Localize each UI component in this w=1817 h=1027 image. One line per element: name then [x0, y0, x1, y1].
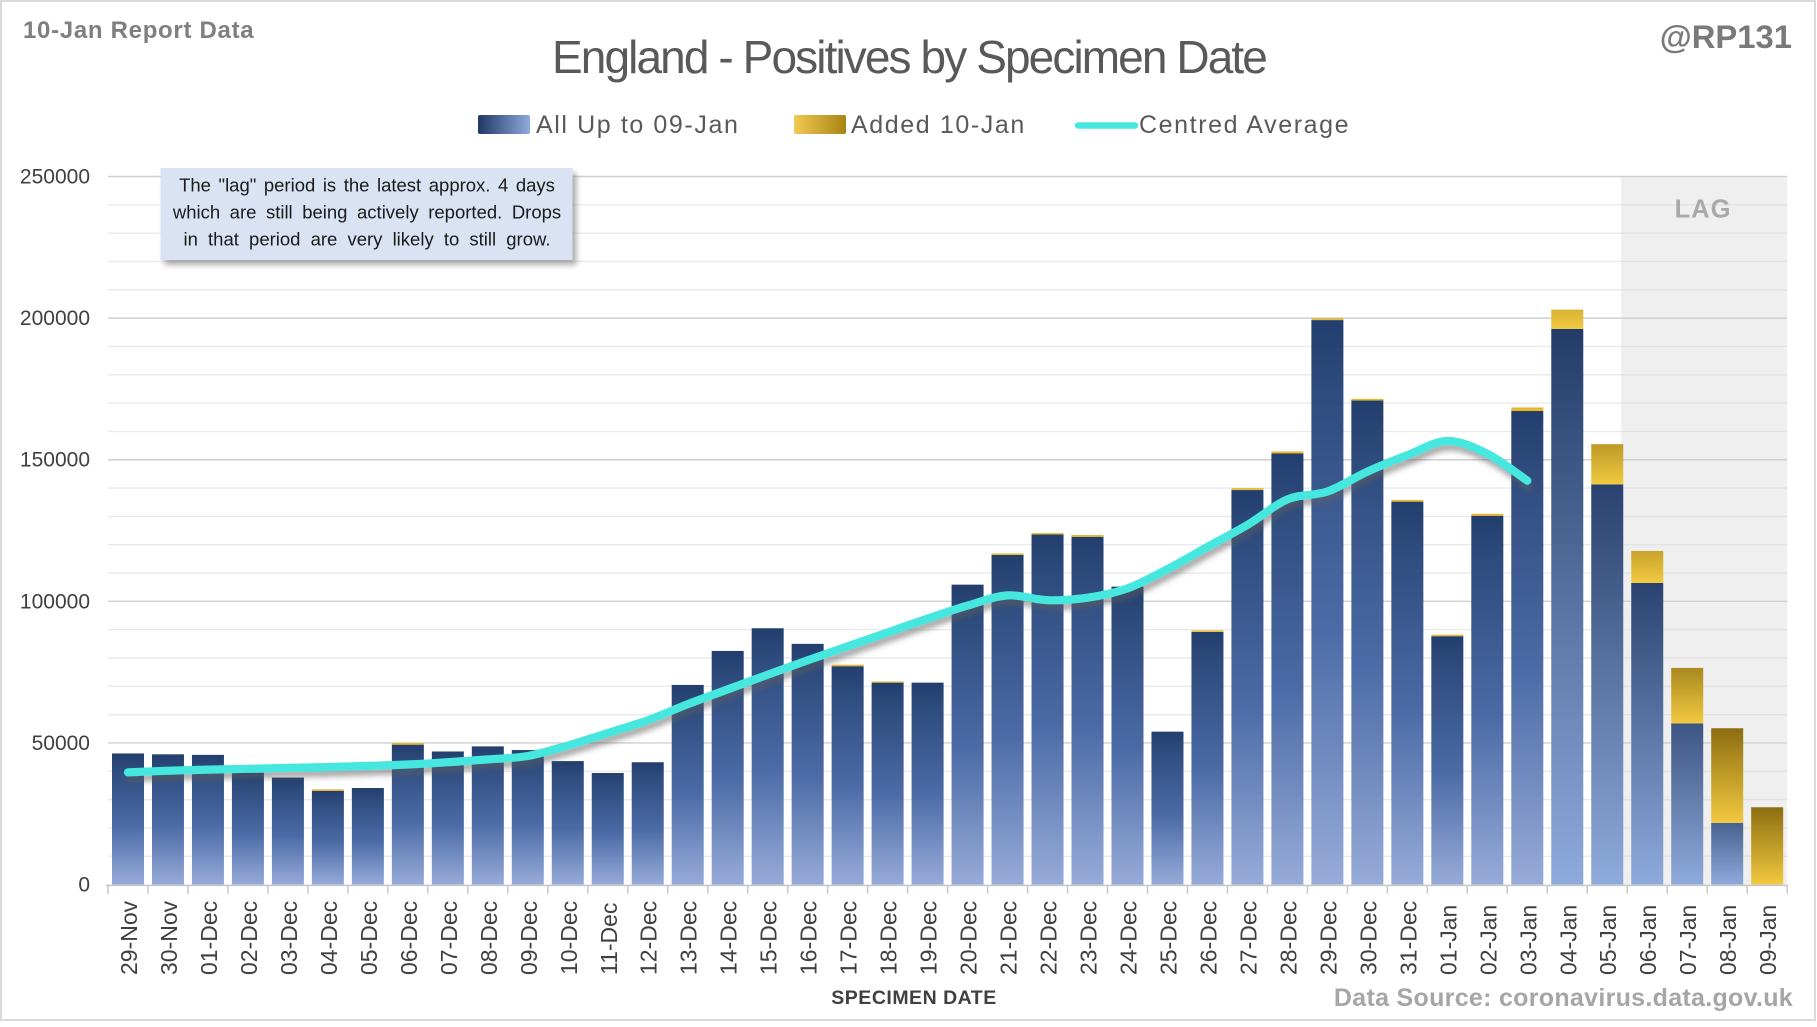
svg-text:09-Dec: 09-Dec: [516, 901, 542, 975]
svg-text:31-Dec: 31-Dec: [1395, 901, 1421, 975]
svg-text:All Up to 09-Jan: All Up to 09-Jan: [536, 111, 739, 139]
svg-text:27-Dec: 27-Dec: [1235, 901, 1261, 975]
svg-text:11-Dec: 11-Dec: [596, 903, 622, 975]
svg-text:05-Dec: 05-Dec: [356, 901, 382, 975]
svg-text:The "lag" period is the latest: The "lag" period is the latest approx. 4…: [179, 175, 555, 196]
svg-text:25-Dec: 25-Dec: [1156, 901, 1182, 975]
svg-text:LAG: LAG: [1675, 196, 1732, 224]
svg-text:17-Dec: 17-Dec: [836, 901, 862, 975]
svg-text:02-Dec: 02-Dec: [236, 901, 262, 975]
svg-text:15-Dec: 15-Dec: [756, 901, 782, 975]
svg-text:06-Dec: 06-Dec: [396, 901, 422, 975]
svg-text:24-Dec: 24-Dec: [1116, 901, 1142, 975]
svg-text:16-Dec: 16-Dec: [796, 901, 822, 975]
svg-text:in that period are very likely: in that period are very likely to still …: [184, 229, 551, 250]
svg-text:08-Jan: 08-Jan: [1715, 905, 1741, 975]
svg-text:@RP131: @RP131: [1660, 18, 1792, 55]
svg-text:250000: 250000: [20, 166, 90, 189]
svg-text:04-Jan: 04-Jan: [1555, 905, 1581, 975]
svg-text:21-Dec: 21-Dec: [996, 901, 1022, 975]
svg-text:0: 0: [78, 874, 90, 897]
svg-text:50000: 50000: [32, 732, 90, 755]
svg-text:28-Dec: 28-Dec: [1275, 901, 1301, 975]
svg-text:100000: 100000: [20, 590, 90, 613]
svg-text:29-Dec: 29-Dec: [1315, 901, 1341, 975]
svg-text:18-Dec: 18-Dec: [876, 901, 902, 975]
svg-text:England - Positives by Specime: England - Positives by Specimen Date: [552, 31, 1266, 83]
svg-text:22-Dec: 22-Dec: [1036, 901, 1062, 975]
svg-text:Added 10-Jan: Added 10-Jan: [851, 111, 1026, 139]
svg-text:09-Jan: 09-Jan: [1755, 905, 1781, 975]
svg-text:02-Jan: 02-Jan: [1475, 905, 1501, 975]
svg-text:200000: 200000: [20, 307, 90, 330]
svg-text:07-Dec: 07-Dec: [436, 901, 462, 975]
svg-text:04-Dec: 04-Dec: [316, 901, 342, 975]
svg-text:08-Dec: 08-Dec: [476, 901, 502, 975]
svg-text:30-Dec: 30-Dec: [1355, 901, 1381, 975]
svg-text:07-Jan: 07-Jan: [1675, 905, 1701, 975]
svg-text:19-Dec: 19-Dec: [916, 901, 942, 975]
svg-text:26-Dec: 26-Dec: [1195, 901, 1221, 975]
svg-text:SPECIMEN DATE: SPECIMEN DATE: [831, 987, 996, 1009]
svg-text:13-Dec: 13-Dec: [676, 901, 702, 975]
svg-text:20-Dec: 20-Dec: [956, 901, 982, 975]
svg-text:10-Dec: 10-Dec: [556, 901, 582, 975]
svg-text:14-Dec: 14-Dec: [716, 901, 742, 975]
svg-text:12-Dec: 12-Dec: [636, 901, 662, 975]
svg-text:23-Dec: 23-Dec: [1076, 901, 1102, 975]
svg-text:29-Nov: 29-Nov: [116, 900, 142, 975]
svg-text:03-Jan: 03-Jan: [1515, 905, 1541, 975]
svg-text:10-Jan Report Data: 10-Jan Report Data: [23, 17, 254, 44]
svg-text:05-Jan: 05-Jan: [1595, 905, 1621, 975]
svg-text:01-Jan: 01-Jan: [1435, 905, 1461, 975]
svg-text:01-Dec: 01-Dec: [196, 901, 222, 975]
svg-text:03-Dec: 03-Dec: [276, 901, 302, 975]
svg-text:30-Nov: 30-Nov: [156, 900, 182, 975]
svg-text:150000: 150000: [20, 449, 90, 472]
svg-text:Centred Average: Centred Average: [1139, 111, 1350, 139]
svg-text:Data Source: coronavirus.data.: Data Source: coronavirus.data.gov.uk: [1334, 984, 1793, 1012]
svg-text:06-Jan: 06-Jan: [1635, 905, 1661, 975]
svg-text:which are still being actively: which are still being actively reported.…: [172, 202, 561, 223]
